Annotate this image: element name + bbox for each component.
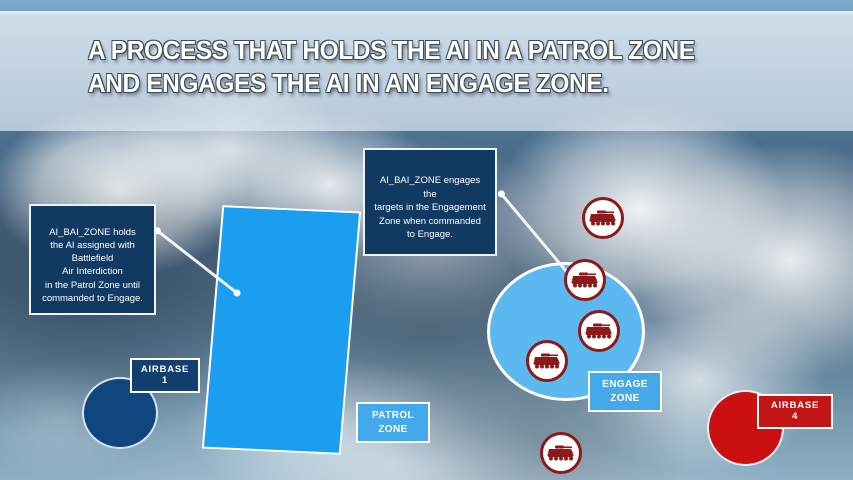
title-banner: A PROCESS THAT HOLDS THE AI IN A PATROL …: [0, 11, 853, 131]
engage-zone-label[interactable]: ENGAGE ZONE: [588, 371, 662, 412]
armor-unit-icon[interactable]: [564, 259, 606, 301]
airbase-1-label[interactable]: AIRBASE 1: [130, 358, 200, 393]
callout-engage: AI_BAI_ZONE engages the targets in the E…: [363, 148, 497, 256]
airbase-4-label[interactable]: AIRBASE 4: [757, 394, 833, 429]
callout-engage-text: AI_BAI_ZONE engages the targets in the E…: [374, 175, 486, 241]
patrol-zone-shape[interactable]: [201, 205, 362, 455]
armor-unit-icon[interactable]: [540, 432, 582, 474]
page-title: A PROCESS THAT HOLDS THE AI IN A PATROL …: [88, 35, 695, 98]
callout-patrol-text: AI_BAI_ZONE holds the AI assigned with B…: [42, 227, 143, 304]
callout-patrol: AI_BAI_ZONE holds the AI assigned with B…: [29, 204, 156, 315]
armor-unit-icon[interactable]: [578, 310, 620, 352]
patrol-zone-label[interactable]: PATROL ZONE: [356, 402, 430, 443]
armor-unit-icon[interactable]: [526, 340, 568, 382]
armor-unit-icon[interactable]: [582, 197, 624, 239]
